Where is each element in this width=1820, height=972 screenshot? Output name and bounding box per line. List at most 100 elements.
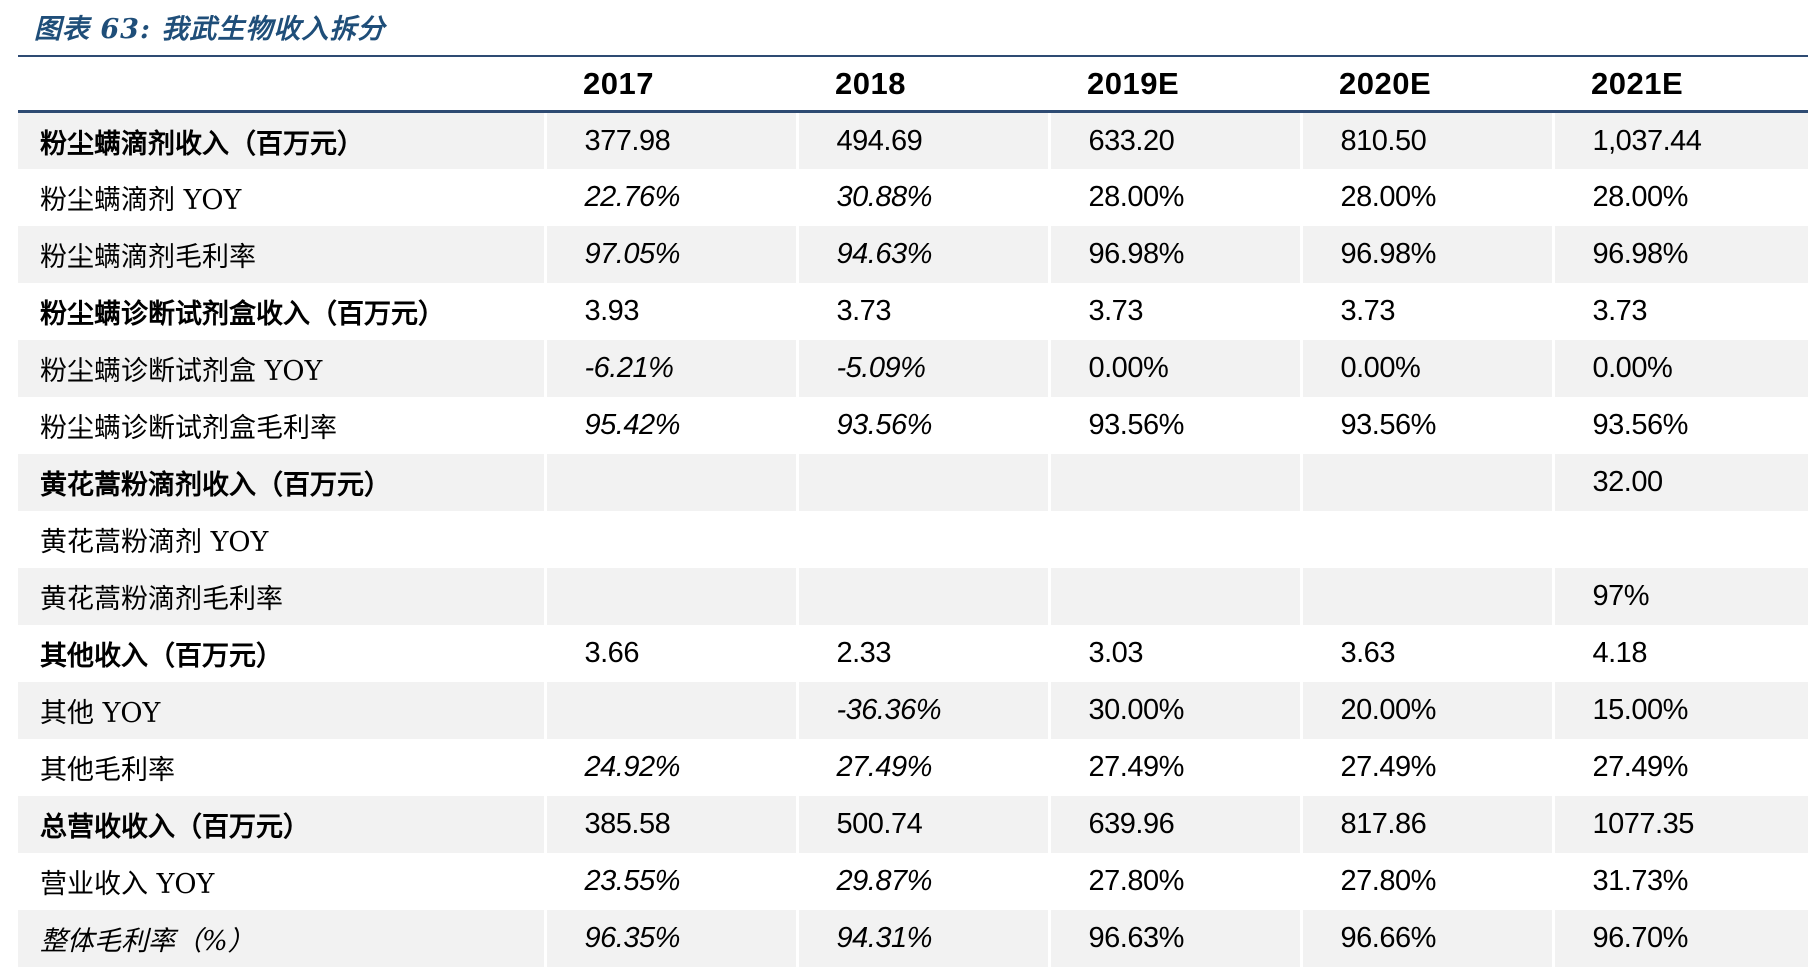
value-cell: 15.00% (1551, 681, 1808, 739)
value-cell (1047, 453, 1301, 511)
value-cell: 0.00% (1047, 339, 1301, 397)
value-cell: 27.80% (1299, 852, 1553, 910)
value-cell (543, 567, 797, 625)
value-cell: 94.31% (795, 909, 1049, 967)
value-cell: 3.66 (543, 624, 797, 682)
row-label: 黄花蒿粉滴剂收入（百万元） (40, 469, 391, 501)
row-label: 粉尘螨诊断试剂盒 YOY (40, 355, 323, 387)
row-label: 粉尘螨诊断试剂盒收入（百万元） (40, 298, 445, 330)
value-cell (1047, 567, 1301, 625)
value-cell: 24.92% (543, 738, 797, 796)
value-cell: 27.49% (1299, 738, 1553, 796)
value-cell: 96.98% (1047, 225, 1301, 283)
value-cell: 97.05% (543, 225, 797, 283)
value-cell: 96.98% (1299, 225, 1553, 283)
table-row: 整体毛利率（%） 96.35% 94.31% 96.63% 96.66% 96.70% (18, 909, 1808, 967)
value-cell: 96.35% (543, 909, 797, 967)
table-row: 粉尘螨诊断试剂盒收入（百万元） 3.93 3.73 3.73 3.73 3.73 (18, 282, 1808, 340)
value-cell (1299, 453, 1553, 511)
table-row: 营业收入 YOY 23.55% 29.87% 27.80% 27.80% 31.73% (18, 852, 1808, 910)
row-label: 粉尘螨滴剂收入（百万元） (40, 128, 364, 160)
value-cell: 30.00% (1047, 681, 1301, 739)
value-cell (1551, 510, 1808, 568)
value-cell: 27.80% (1047, 852, 1301, 910)
row-label: 总营收收入（百万元） (40, 811, 310, 843)
value-cell: 385.58 (543, 795, 797, 853)
value-cell: -36.36% (795, 681, 1049, 739)
value-cell (795, 510, 1049, 568)
row-label: 整体毛利率（%） (40, 925, 255, 957)
value-cell: 31.73% (1551, 852, 1808, 910)
value-cell: 0.00% (1551, 339, 1808, 397)
value-cell: 2.33 (795, 624, 1049, 682)
table-row: 黄花蒿粉滴剂收入（百万元） 32.00 (18, 453, 1808, 511)
value-cell: 96.98% (1551, 225, 1808, 283)
value-cell: 30.88% (795, 168, 1049, 226)
value-cell (1047, 510, 1301, 568)
value-cell: 0.00% (1299, 339, 1553, 397)
value-cell: 3.73 (795, 282, 1049, 340)
value-cell: 494.69 (795, 111, 1049, 169)
value-cell: 95.42% (543, 396, 797, 454)
value-cell: 96.70% (1551, 909, 1808, 967)
table-row: 总营收收入（百万元） 385.58 500.74 639.96 817.86 1077.… (18, 795, 1808, 853)
figure-title: 图表 63: 我武生物收入拆分 (34, 14, 386, 45)
table-row: 粉尘螨诊断试剂盒毛利率 95.42% 93.56% 93.56% 93.56% 93.5… (18, 396, 1808, 454)
table-row: 黄花蒿粉滴剂毛利率 97% (18, 567, 1808, 625)
table-header: 2017 2018 2019E 2020E 2021E (18, 57, 1808, 114)
value-cell: 93.56% (795, 396, 1049, 454)
value-cell: 4.18 (1551, 624, 1808, 682)
table-body: 粉尘螨滴剂收入（百万元） 377.98 494.69 633.20 810.50 1,0… (18, 111, 1808, 967)
value-cell: 28.00% (1551, 168, 1808, 226)
value-cell: 27.49% (1047, 738, 1301, 796)
value-cell: 3.73 (1047, 282, 1301, 340)
value-cell: 28.00% (1047, 168, 1301, 226)
value-cell: 93.56% (1299, 396, 1553, 454)
header-year-2017: 2017 (545, 57, 797, 114)
header-corner-cell (18, 57, 545, 114)
value-cell (543, 510, 797, 568)
value-cell: 3.63 (1299, 624, 1553, 682)
table-row: 粉尘螨滴剂毛利率 97.05% 94.63% 96.98% 96.98% 96.98% (18, 225, 1808, 283)
table-row: 粉尘螨滴剂 YOY 22.76% 30.88% 28.00% 28.00% 28.00% (18, 168, 1808, 226)
title-divider-line (18, 55, 1808, 58)
table-row: 其他毛利率 24.92% 27.49% 27.49% 27.49% 27.49% (18, 738, 1808, 796)
value-cell: 27.49% (795, 738, 1049, 796)
value-cell (543, 453, 797, 511)
value-cell: 1077.35 (1551, 795, 1808, 853)
table-row: 粉尘螨诊断试剂盒 YOY -6.21% -5.09% 0.00% 0.00% 0.00% (18, 339, 1808, 397)
value-cell: 1,037.44 (1551, 111, 1808, 169)
row-label: 其他 YOY (40, 697, 161, 729)
table-row: 黄花蒿粉滴剂 YOY (18, 510, 1808, 568)
value-cell: -5.09% (795, 339, 1049, 397)
row-label: 其他收入（百万元） (40, 640, 283, 672)
value-cell: 3.73 (1299, 282, 1553, 340)
row-label: 粉尘螨滴剂毛利率 (40, 241, 256, 273)
value-cell: 32.00 (1551, 453, 1808, 511)
value-cell: 500.74 (795, 795, 1049, 853)
value-cell: 3.03 (1047, 624, 1301, 682)
value-cell (795, 567, 1049, 625)
value-cell: 20.00% (1299, 681, 1553, 739)
value-cell: 93.56% (1551, 396, 1808, 454)
header-year-2018: 2018 (797, 57, 1049, 114)
value-cell: 633.20 (1047, 111, 1301, 169)
value-cell: -6.21% (543, 339, 797, 397)
value-cell: 22.76% (543, 168, 797, 226)
header-year-2020e: 2020E (1301, 57, 1553, 114)
value-cell: 96.66% (1299, 909, 1553, 967)
value-cell (543, 681, 797, 739)
row-label: 其他毛利率 (40, 754, 175, 786)
header-year-2019e: 2019E (1049, 57, 1301, 114)
value-cell (1299, 567, 1553, 625)
value-cell: 97% (1551, 567, 1808, 625)
value-cell: 639.96 (1047, 795, 1301, 853)
value-cell: 93.56% (1047, 396, 1301, 454)
value-cell: 27.49% (1551, 738, 1808, 796)
row-label: 粉尘螨诊断试剂盒毛利率 (40, 412, 337, 444)
revenue-breakdown-table: 2017 2018 2019E 2020E 2021E 粉尘螨滴剂收入（百万元）… (18, 57, 1808, 967)
value-cell: 810.50 (1299, 111, 1553, 169)
row-label: 营业收入 YOY (40, 868, 215, 900)
value-cell: 23.55% (543, 852, 797, 910)
